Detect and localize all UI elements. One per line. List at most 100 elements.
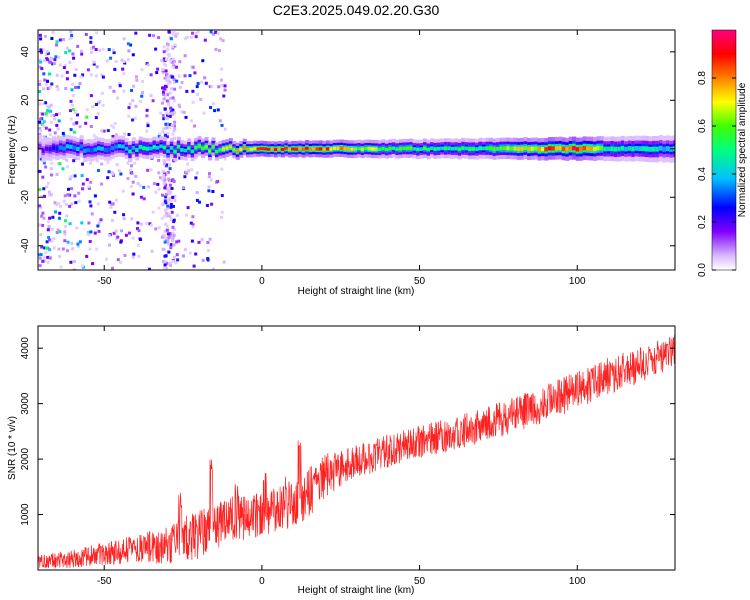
spectrogram-noise-cell — [160, 59, 164, 62]
spectrogram-noise-cell — [171, 57, 175, 61]
spectrogram-noise-cell — [172, 228, 176, 231]
spectrogram-noise-cell — [50, 62, 54, 66]
spectrogram-noise-cell — [178, 60, 182, 64]
spectrogram-noise-cell — [90, 50, 93, 54]
spectrogram-noise-cell — [176, 258, 180, 262]
spectrogram-noise-cell — [171, 75, 175, 79]
spectrogram-noise-cell — [111, 172, 115, 176]
spectrogram-band-cell — [360, 147, 365, 151]
spectrogram-band-cell — [194, 145, 199, 150]
spectrogram-noise-cell — [111, 266, 114, 270]
spectrogram-band-cell — [72, 145, 77, 150]
spectrogram-noise-cell — [109, 56, 113, 60]
spectrogram-noise-cell — [157, 226, 161, 230]
spectrogram-noise-cell — [165, 126, 169, 130]
spectrogram-noise-cell — [127, 106, 131, 110]
spectrogram-noise-cell — [199, 97, 203, 101]
spectrogram-band-cell — [131, 145, 136, 150]
spectrogram-noise-cell — [92, 60, 96, 64]
spectrogram-noise-cell — [164, 63, 168, 67]
spectrogram-noise-cell — [220, 84, 224, 87]
spectrogram-noise-cell — [163, 180, 167, 184]
spectrogram-noise-cell — [120, 58, 124, 62]
spectrogram-noise-cell — [169, 59, 172, 63]
spectrogram-band-cell — [256, 147, 261, 151]
snr-xtick-label: 100 — [569, 576, 586, 587]
spectrogram-noise-cell — [167, 78, 171, 82]
spectrogram-noise-cell — [58, 112, 61, 116]
spectrogram-noise-cell — [151, 210, 155, 214]
spectrogram-noise-cell — [169, 218, 173, 222]
spectrogram-band-cell — [166, 149, 171, 154]
spectrogram-band-cell — [423, 146, 428, 151]
spectrogram-noise-cell — [149, 73, 153, 77]
spectrogram-noise-cell — [173, 59, 177, 63]
spectrogram-noise-cell — [62, 199, 66, 203]
spectrogram-noise-cell — [48, 85, 52, 89]
spectrogram-noise-cell — [161, 86, 165, 90]
spectrogram-noise-cell — [165, 187, 169, 191]
spectrogram-band-cell — [377, 147, 382, 151]
spectrogram-noise-cell — [180, 81, 184, 84]
spectrogram-noise-cell — [169, 110, 173, 114]
spectrogram-band-cell — [593, 146, 598, 152]
spectrogram-noise-cell — [53, 131, 57, 135]
spectrogram-noise-cell — [122, 37, 126, 41]
spectrogram-noise-cell — [85, 254, 89, 258]
spectrogram-band-cell — [277, 147, 282, 151]
spectrogram-noise-cell — [175, 240, 179, 244]
spectrogram-noise-cell — [128, 231, 131, 235]
spectrogram-noise-cell — [51, 227, 55, 231]
spectrogram-noise-cell — [213, 109, 217, 113]
spectrogram-noise-cell — [154, 227, 158, 231]
spectrogram-noise-cell — [183, 248, 187, 252]
spectrogram-noise-cell — [195, 85, 199, 89]
spectrogram-ytick-label: -20 — [20, 190, 31, 205]
spectrogram-band-cell — [135, 148, 140, 152]
spectrogram-noise-cell — [97, 221, 101, 225]
spectrogram-noise-cell — [76, 244, 80, 248]
spectrogram-noise-cell — [164, 222, 168, 226]
spectrogram-band-cell — [381, 146, 386, 151]
spectrogram-band-cell — [575, 147, 580, 152]
figure-title: C2E3.2025.049.02.20.G30 — [273, 2, 440, 18]
spectrogram-noise-cell — [168, 215, 172, 219]
spectrogram-band-cell — [93, 147, 98, 152]
spectrogram-noise-cell — [39, 253, 43, 256]
spectrogram-noise-cell — [206, 258, 210, 262]
spectrogram-noise-cell — [55, 123, 59, 127]
spectrogram-noise-cell — [173, 120, 177, 124]
spectrogram-noise-cell — [221, 39, 225, 43]
spectrogram-noise-cell — [131, 255, 135, 259]
spectrogram-noise-cell — [88, 247, 92, 251]
spectrogram-noise-cell — [145, 114, 149, 118]
spectrogram-noise-cell — [97, 229, 101, 233]
spectrogram-noise-cell — [195, 198, 199, 202]
spectrogram-noise-cell — [188, 74, 192, 78]
spectrogram-noise-cell — [169, 199, 173, 203]
spectrogram-noise-cell — [122, 60, 126, 63]
spectrogram-noise-cell — [132, 84, 136, 88]
spectrogram-noise-cell — [154, 47, 158, 51]
spectrogram-noise-cell — [72, 268, 76, 270]
spectrogram-noise-cell — [194, 176, 198, 180]
spectrogram-band-cell — [561, 146, 566, 151]
spectrogram-noise-cell — [50, 114, 54, 118]
spectrogram-noise-cell — [69, 117, 73, 121]
spectrogram-noise-cell — [208, 237, 212, 241]
spectrogram-noise-cell — [220, 215, 223, 219]
spectrogram-noise-cell — [65, 214, 69, 218]
spectrogram-noise-cell — [163, 87, 167, 91]
spectrogram-noise-cell — [57, 55, 61, 59]
spectrogram-noise-cell — [167, 177, 171, 181]
spectrogram-noise-cell — [163, 266, 167, 270]
spectrogram-band-cell — [155, 145, 160, 150]
spectrogram-noise-cell — [162, 50, 166, 54]
spectrogram-band-cell — [572, 146, 577, 151]
spectrogram-band-cell — [83, 148, 88, 153]
spectrogram-noise-cell — [39, 117, 43, 121]
spectrogram-noise-cell — [162, 174, 165, 178]
spectrogram-noise-cell — [170, 87, 174, 91]
spectrogram-noise-cell — [184, 213, 188, 217]
spectrogram-band-cell — [492, 147, 497, 152]
